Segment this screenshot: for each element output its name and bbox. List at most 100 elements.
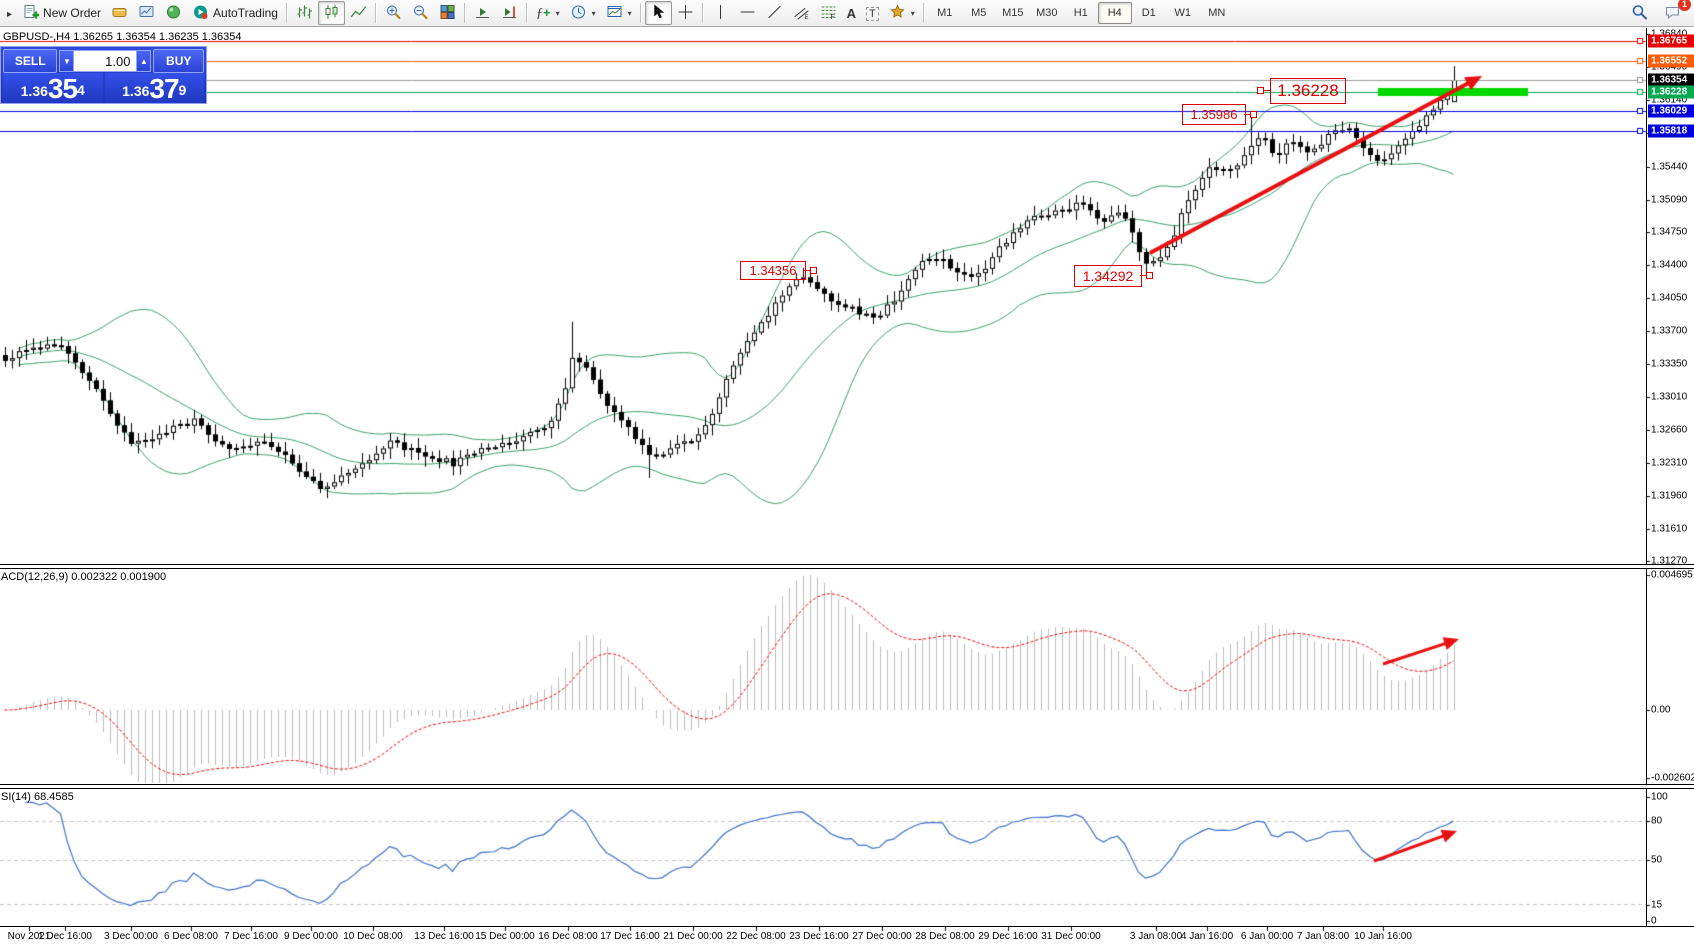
horizontal-line-icon xyxy=(739,4,756,23)
timeframe-m15-button[interactable]: M15 xyxy=(1002,7,1024,19)
zoom-in-button[interactable] xyxy=(380,1,407,25)
price-tick-label: 1.31610 xyxy=(1651,523,1688,535)
autotrading-icon xyxy=(192,4,209,23)
time-axis-label: 4 Jan 16:00 xyxy=(1180,931,1234,942)
volume-input[interactable]: 1.00 xyxy=(74,50,137,72)
text-tool[interactable]: A xyxy=(842,1,861,25)
time-axis-label: Nov 2021 xyxy=(7,931,51,942)
buy-price-display[interactable]: 1.36 37 9 xyxy=(104,73,204,103)
line-chart-icon xyxy=(350,4,367,23)
equidistant-channel-icon: E xyxy=(793,4,810,23)
broadcast-icon[interactable] xyxy=(160,1,187,25)
trendline-tool[interactable] xyxy=(761,1,788,25)
autotrading-button[interactable]: AutoTrading xyxy=(187,1,283,25)
price-annotation[interactable]: 1.34356 xyxy=(740,261,806,280)
price-level-badge[interactable]: 1.36354 xyxy=(1648,73,1694,87)
time-axis-label: 29 Dec 16:00 xyxy=(978,931,1038,942)
tile-windows-icon xyxy=(439,4,456,23)
time-axis-label: 15 Dec 00:00 xyxy=(475,931,535,942)
price-level-badge[interactable]: 1.36228 xyxy=(1648,85,1694,99)
indicators-icon: ƒ+ xyxy=(535,4,551,21)
chart-shift-button[interactable] xyxy=(496,1,523,25)
horizontal-line-tool[interactable] xyxy=(734,1,761,25)
candlestick-chart-button[interactable] xyxy=(317,1,345,25)
chart-shift-icon xyxy=(501,4,518,23)
charts-stack-icon[interactable] xyxy=(106,1,133,25)
time-axis-label: 28 Dec 08:00 xyxy=(915,931,975,942)
annotation-anchor-square xyxy=(1250,110,1257,118)
rsi-panel-separator[interactable] xyxy=(0,784,1694,789)
time-axis-label: 9 Dec 00:00 xyxy=(284,931,338,942)
price-level-badge[interactable]: 1.36765 xyxy=(1648,34,1694,48)
profiles-icon-icon xyxy=(138,4,155,23)
dropdown-caret-icon: ▾ xyxy=(627,8,632,18)
one-click-trading-panel: SELL ▼ 1.00 ▲ BUY 1.36 35 4 1.36 37 9 xyxy=(0,46,207,104)
arrows-tool[interactable]: ▾ xyxy=(884,1,920,25)
volume-decrease-button[interactable]: ▼ xyxy=(59,50,75,72)
timeframe-m30-button[interactable]: M30 xyxy=(1036,7,1058,19)
timeframe-m1-button[interactable]: M1 xyxy=(937,7,953,19)
indicators-button[interactable]: ƒ+ ▾ xyxy=(531,1,565,25)
zoom-out-button[interactable] xyxy=(407,1,434,25)
volume-increase-button[interactable]: ▲ xyxy=(136,50,152,72)
dropdown-caret-icon: ▾ xyxy=(591,8,596,18)
volume-spinner: ▼ 1.00 ▲ xyxy=(59,50,152,72)
price-chart-canvas[interactable] xyxy=(0,28,1694,944)
bar-chart-button[interactable] xyxy=(291,1,318,25)
new-order-button[interactable]: New Order xyxy=(17,1,106,25)
timeframe-h4-button[interactable]: H4 xyxy=(1097,2,1132,24)
sell-button[interactable]: SELL xyxy=(3,49,58,73)
tile-windows-button[interactable] xyxy=(434,1,461,25)
time-axis-label: 17 Dec 16:00 xyxy=(600,931,660,942)
sell-price-display[interactable]: 1.36 35 4 xyxy=(3,73,103,103)
annotation-anchor-square xyxy=(810,266,817,274)
price-annotation[interactable]: 1.34292 xyxy=(1074,265,1142,287)
cursor-tool[interactable] xyxy=(644,1,672,25)
timeframe-h1-button[interactable]: H1 xyxy=(1073,7,1088,19)
timeframe-m5-button[interactable]: M5 xyxy=(971,7,987,19)
search-button[interactable] xyxy=(1626,1,1653,25)
profiles-icon[interactable] xyxy=(133,1,160,25)
notifications-button[interactable]: 1 xyxy=(1659,0,1691,25)
toolbar-overflow-chevron[interactable]: ▸ xyxy=(2,1,17,25)
fibonacci-tool[interactable]: F xyxy=(815,1,842,25)
label-tool[interactable]: T xyxy=(861,1,884,25)
time-axis-label: 22 Dec 08:00 xyxy=(726,931,786,942)
auto-scroll-button[interactable] xyxy=(469,1,496,25)
auto-scroll-icon xyxy=(474,4,491,23)
zoom-in-icon xyxy=(385,4,402,23)
periods-button[interactable]: ▾ xyxy=(565,1,601,25)
annotation-anchor-square xyxy=(1257,87,1264,94)
charts-stack-icon-icon xyxy=(111,4,128,23)
price-level-badge[interactable]: 1.36552 xyxy=(1648,54,1694,68)
trendline-icon xyxy=(766,4,783,23)
price-level-badge[interactable]: 1.36029 xyxy=(1648,104,1694,118)
time-axis-label: 27 Dec 00:00 xyxy=(852,931,912,942)
price-annotation[interactable]: 1.36228 xyxy=(1270,78,1346,104)
time-axis-label: 3 Dec 00:00 xyxy=(104,931,158,942)
templates-button[interactable]: ▾ xyxy=(601,1,637,25)
crosshair-tool[interactable] xyxy=(672,1,699,25)
main-toolbar: ▸ New Order AutoTrading ƒ+ ▾ ▾ ▾ E F A T ▾ M1 M5 M15 M3… xyxy=(0,0,1694,27)
time-axis-label: 21 Dec 00:00 xyxy=(663,931,723,942)
toolbar-overflow-chevron-icon: ▸ xyxy=(7,9,13,20)
price-tick-label: 1.32310 xyxy=(1651,457,1688,469)
timeframe-mn-button[interactable]: MN xyxy=(1208,7,1226,19)
toolbar-separator xyxy=(374,3,377,23)
timeframe-d1-button[interactable]: D1 xyxy=(1141,7,1156,19)
macd-panel-separator[interactable] xyxy=(0,564,1694,569)
price-level-badge[interactable]: 1.35818 xyxy=(1648,124,1694,138)
timeframe-w1-button[interactable]: W1 xyxy=(1174,7,1192,19)
buy-button[interactable]: BUY xyxy=(153,49,204,73)
equidistant-channel-tool[interactable]: E xyxy=(788,1,815,25)
time-axis-label: 13 Dec 16:00 xyxy=(414,931,474,942)
rsi-tick-label: 0 xyxy=(1651,915,1657,927)
time-axis-label: 6 Jan 00:00 xyxy=(1240,931,1294,942)
vertical-line-tool[interactable] xyxy=(707,1,734,25)
fibonacci-icon: F xyxy=(820,4,837,23)
cursor-icon xyxy=(650,3,667,23)
price-tick-label: 1.35440 xyxy=(1651,161,1688,172)
price-annotation[interactable]: 1.35986 xyxy=(1182,104,1246,125)
new-order-button-label: New Order xyxy=(43,6,102,20)
line-chart-button[interactable] xyxy=(345,1,372,25)
